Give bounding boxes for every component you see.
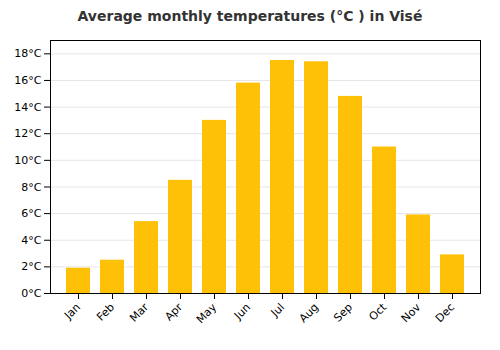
svg-text:4°C: 4°C bbox=[21, 234, 41, 247]
svg-text:0°C: 0°C bbox=[21, 287, 41, 300]
svg-text:May: May bbox=[194, 300, 220, 326]
svg-text:2°C: 2°C bbox=[21, 260, 41, 273]
svg-text:6°C: 6°C bbox=[21, 207, 41, 220]
svg-text:10°C: 10°C bbox=[14, 154, 41, 167]
svg-text:Aug: Aug bbox=[297, 301, 321, 325]
svg-text:12°C: 12°C bbox=[14, 127, 41, 140]
svg-text:Jan: Jan bbox=[61, 301, 83, 323]
svg-text:Feb: Feb bbox=[94, 301, 117, 324]
svg-text:Jun: Jun bbox=[231, 301, 253, 323]
svg-text:Mar: Mar bbox=[127, 300, 151, 324]
html-text:Average monthly temperatures (: Average monthly temperatures (°C ) in Vi… bbox=[77, 8, 423, 24]
svg-text:14°C: 14°C bbox=[14, 101, 41, 114]
svg-text:18°C: 18°C bbox=[14, 47, 41, 60]
svg-text:Dec: Dec bbox=[433, 301, 457, 325]
svg-text:Sep: Sep bbox=[331, 301, 355, 325]
svg-text:Nov: Nov bbox=[399, 300, 424, 325]
svg-text:8°C: 8°C bbox=[21, 180, 41, 193]
svg-text:16°C: 16°C bbox=[14, 74, 41, 87]
svg-text:Apr: Apr bbox=[162, 300, 185, 323]
svg-text:Jul: Jul bbox=[268, 301, 287, 320]
svg-text:Oct: Oct bbox=[366, 300, 389, 323]
